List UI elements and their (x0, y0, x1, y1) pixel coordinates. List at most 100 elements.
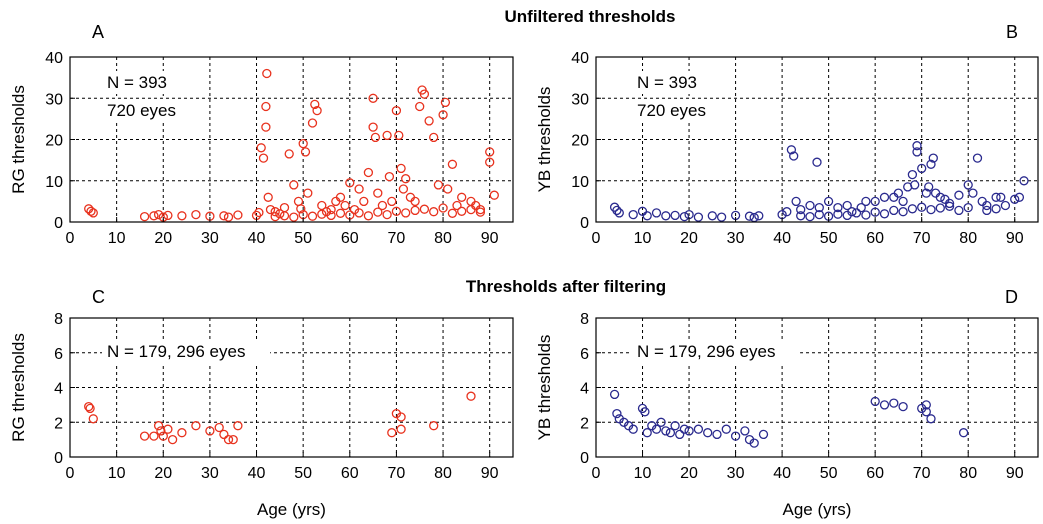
panel-a-point (177, 211, 187, 221)
panel-b-point (912, 147, 922, 157)
panel-a-point (410, 196, 420, 207)
panel-a-xtick-label: 50 (294, 230, 312, 247)
panel-a-point (303, 188, 313, 198)
panel-b-annotation-bg (632, 71, 708, 94)
panel-b-xtick-label: 60 (866, 230, 884, 247)
panel-b-point (982, 205, 992, 216)
panel-a-xtick-label: 60 (341, 230, 359, 247)
top-section-title: Unfiltered thresholds (505, 7, 676, 26)
panel-b-point (912, 141, 922, 151)
panel-b: N = 393 720 eyes 0 10 20 30 40 50 60 70 80 90 0 10 20 3… (535, 22, 1039, 247)
panel-b-point (924, 182, 934, 192)
panel-a-point (261, 122, 271, 132)
panel-d-ytick-label: 8 (580, 311, 589, 328)
panel-d-ytick-label: 0 (580, 450, 589, 467)
panel-a-grid (70, 57, 513, 222)
panel-c-xtick-label: 50 (294, 465, 312, 482)
panel-d-point (665, 428, 676, 438)
panel-c-ylabel: RG thresholds (9, 333, 28, 442)
panel-a-point (391, 105, 402, 116)
panel-a-point (307, 211, 318, 221)
panel-c-point (214, 422, 224, 433)
panel-c-point (88, 414, 98, 424)
panel-a-point (279, 211, 290, 221)
panel-c-point (84, 401, 94, 412)
panel-b-ytick-label: 20 (571, 133, 589, 150)
panel-d-point (889, 398, 899, 408)
panel-d-xtick-label: 50 (820, 465, 838, 482)
panel-b-point (935, 203, 945, 213)
panel-b-point (805, 200, 815, 211)
panel-b-point (968, 188, 978, 198)
panel-a-point (310, 99, 320, 110)
panel-b-point (789, 151, 799, 161)
panel-d-point (679, 424, 690, 434)
panel-a-xtick-label: 0 (66, 230, 75, 247)
panel-a-ylabel: RG thresholds (9, 85, 28, 194)
panel-d-xtick-label: 10 (634, 465, 652, 482)
panel-b-point (1010, 194, 1020, 204)
panel-c-grid (70, 318, 513, 457)
panel-a-point (387, 196, 397, 207)
panel-b-point (851, 208, 862, 218)
panel-c-point (396, 424, 406, 434)
panel-d-point (958, 428, 969, 438)
panel-a-point (153, 209, 164, 220)
panel-d-xlabel: Age (yrs) (783, 500, 852, 519)
panel-b-ytick-label: 10 (571, 174, 589, 191)
panel-a-point (475, 207, 486, 217)
panel-d-point (870, 396, 880, 407)
panel-b-point (842, 210, 852, 221)
panel-a-point (452, 200, 462, 211)
panel-d-point (749, 438, 759, 448)
panel-a-point (261, 101, 271, 112)
panel-a-ytick-label: 30 (45, 91, 63, 108)
panel-b-point (963, 202, 973, 213)
panel-b-point (642, 211, 652, 221)
panel-a-point (256, 143, 266, 153)
panel-b-ytick-label: 30 (571, 91, 589, 108)
panel-b-point (898, 207, 908, 217)
panel-a-point (368, 93, 378, 103)
panel-b-point (833, 202, 843, 213)
panel-b-ytick-label: 0 (580, 215, 589, 232)
panel-a-point (317, 209, 327, 219)
panel-a-point (349, 204, 360, 215)
panel-b-point (833, 209, 843, 219)
panel-b-xtick-label: 0 (592, 230, 601, 247)
panel-b-point (879, 209, 890, 219)
panel-a-point (263, 192, 273, 202)
panel-a-point (485, 147, 495, 157)
panel-a-point (443, 184, 453, 194)
panel-a: N = 393 720 eyes 0 10 20 30 40 50 60 70 80 90 0 10 20 3… (9, 22, 514, 247)
panel-d: N = 179, 296 eyes 0 10 20 30 40 50 60 70 80 90 0 2 4 6… (535, 287, 1039, 519)
panel-b-point (814, 209, 824, 220)
panel-a-point (396, 163, 406, 174)
panel-d-ytick-label: 6 (580, 346, 589, 363)
panel-c-xtick-label: 80 (434, 465, 452, 482)
panel-a-point (363, 211, 374, 221)
panel-d-point (684, 426, 694, 436)
panel-d-xtick-label: 80 (959, 465, 977, 482)
panel-c-point (153, 421, 164, 431)
panel-a-point (447, 159, 458, 169)
panel-a-letter: A (92, 22, 104, 42)
panel-c-xtick-label: 90 (481, 465, 499, 482)
panel-a-point (191, 209, 201, 220)
panel-c-ytick-label: 2 (54, 415, 63, 432)
panel-d-xtick-label: 40 (773, 465, 791, 482)
panel-a-point (254, 207, 264, 218)
panel-a-point (377, 200, 388, 211)
panel-b-point (917, 202, 927, 212)
panel-a-xtick-label: 10 (108, 230, 126, 247)
panel-a-ytick-label: 20 (45, 133, 63, 150)
panel-b-point (670, 210, 680, 221)
panel-b-xtick-label: 20 (680, 230, 698, 247)
panel-a-point (457, 192, 467, 202)
panel-a-point (424, 116, 434, 126)
bottom-section-title: Thresholds after filtering (466, 277, 666, 296)
panel-a-point (382, 130, 392, 141)
panel-b-point (991, 204, 1001, 214)
panel-b-point (1019, 176, 1029, 186)
